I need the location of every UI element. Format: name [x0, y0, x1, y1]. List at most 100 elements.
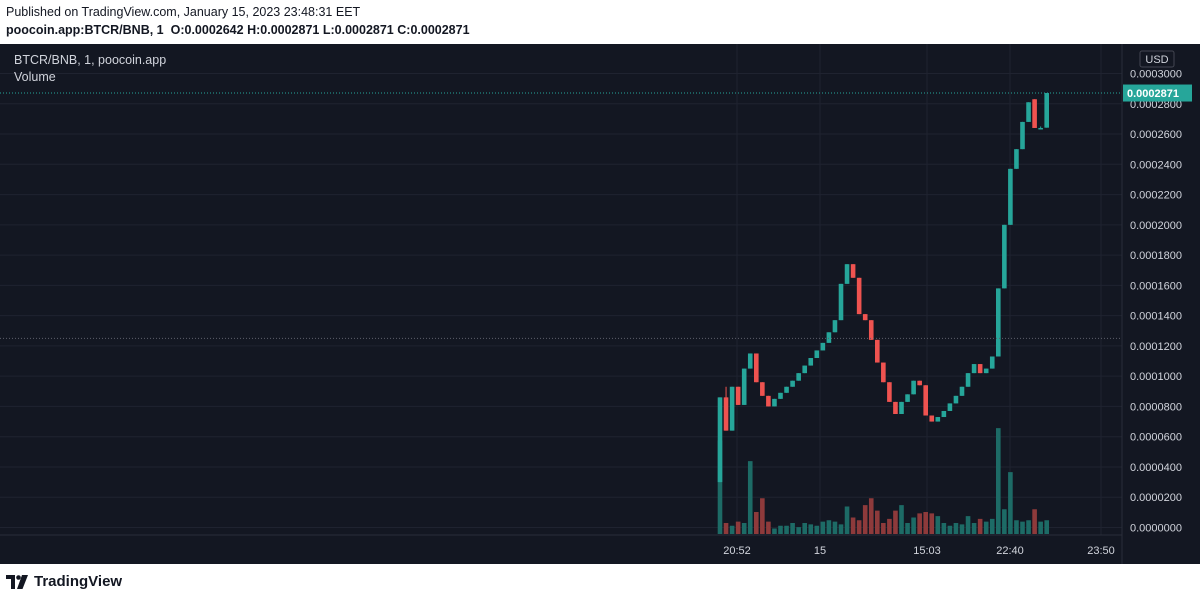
candle-body[interactable] [747, 353, 753, 369]
volume-bar [754, 512, 759, 534]
low-value: 0.0002871 [334, 23, 394, 37]
candle-body[interactable] [893, 401, 898, 414]
high-value: 0.0002871 [260, 23, 320, 37]
candle-body[interactable] [772, 398, 777, 407]
candle-body[interactable] [881, 362, 886, 383]
open-value: 0.0002642 [184, 23, 244, 37]
candle-body[interactable] [905, 394, 910, 402]
grid-lines [0, 44, 1122, 535]
candle-body[interactable] [838, 283, 844, 321]
last-price-value: 0.0002871 [1127, 88, 1179, 100]
open-label: O: [170, 23, 185, 37]
candle-body[interactable] [868, 320, 874, 340]
price-tick-label: 0.0003000 [1130, 69, 1182, 81]
candle-body[interactable] [814, 350, 820, 359]
candle-body[interactable] [1044, 93, 1049, 128]
time-tick-label: 15 [814, 545, 826, 557]
volume-bar [905, 523, 910, 534]
candle-body[interactable] [741, 368, 747, 405]
candle-body[interactable] [923, 385, 928, 416]
candle-body[interactable] [917, 380, 922, 386]
candle-body[interactable] [929, 415, 935, 422]
candle-body[interactable] [941, 410, 947, 418]
time-axis[interactable]: 20:52 15 15:03 22:40 23:50 [723, 545, 1115, 557]
volume-bar [741, 523, 747, 534]
volume-bar [735, 521, 741, 534]
price-tick-label: 0.0002200 [1130, 190, 1182, 202]
candle-body[interactable] [983, 368, 989, 374]
volume-bar [808, 524, 814, 534]
candle-body[interactable] [977, 364, 983, 374]
currency-badge[interactable]: USD [1139, 50, 1175, 68]
volume-bar [729, 525, 735, 534]
candle-body[interactable] [1014, 149, 1019, 169]
price-chart[interactable]: 0.0000000 0.0000200 0.0000400 0.0000600 0.00… [0, 44, 1200, 564]
candle-body[interactable] [965, 373, 971, 387]
volume-bar [1044, 520, 1049, 534]
candle-body[interactable] [1002, 224, 1007, 289]
candle-body[interactable] [826, 332, 832, 343]
price-tick-label: 0.0001600 [1130, 280, 1182, 292]
candle-body[interactable] [717, 397, 723, 483]
volume-bar [790, 523, 795, 534]
candle-body[interactable] [953, 395, 959, 404]
candle-body[interactable] [844, 264, 850, 284]
price-tick-label: 0.0000400 [1130, 462, 1182, 474]
candle-body[interactable] [947, 403, 953, 411]
volume-bar [826, 520, 832, 534]
price-tick-label: 0.0000200 [1130, 492, 1182, 504]
candle-body[interactable] [832, 320, 838, 333]
candle-body[interactable] [887, 382, 892, 402]
candle-body[interactable] [1032, 99, 1037, 128]
candle-body[interactable] [1038, 127, 1043, 130]
candle-body[interactable] [808, 358, 814, 366]
candle-body[interactable] [1020, 121, 1025, 150]
candle-body[interactable] [935, 417, 941, 422]
candle-body[interactable] [784, 386, 789, 393]
candles[interactable] [717, 93, 1049, 483]
candle-body[interactable] [1026, 102, 1031, 122]
volume-bar [983, 521, 989, 534]
candle-body[interactable] [1008, 168, 1013, 225]
volume-bars [717, 428, 1049, 534]
candle-body[interactable] [989, 356, 995, 369]
candle-body[interactable] [778, 392, 783, 399]
symbol-title: poocoin.app:BTCR/BNB, 1 [6, 23, 164, 37]
candle-body[interactable] [862, 314, 868, 321]
candle-body[interactable] [735, 386, 741, 405]
candle-body[interactable] [760, 382, 765, 396]
volume-bar [784, 525, 789, 534]
volume-bar [778, 525, 783, 534]
candle-body[interactable] [856, 277, 862, 315]
currency-label: USD [1145, 54, 1168, 66]
legend-volume: Volume [14, 70, 56, 84]
volume-bar [965, 516, 971, 534]
candle-body[interactable] [723, 397, 729, 431]
price-axis[interactable]: 0.0000000 0.0000200 0.0000400 0.0000600 0.00… [1130, 69, 1182, 535]
candle-body[interactable] [802, 365, 807, 374]
candle-body[interactable] [796, 373, 801, 381]
published-date: Published on TradingView.com, January 15… [6, 5, 361, 19]
candle-body[interactable] [996, 288, 1001, 357]
candle-body[interactable] [959, 386, 965, 396]
candle-body[interactable] [754, 353, 759, 383]
volume-bar [1026, 520, 1031, 534]
candle-body[interactable] [899, 401, 904, 414]
candle-body[interactable] [766, 395, 771, 407]
price-tick-label: 0.0001400 [1130, 311, 1182, 323]
last-price-tag [1123, 84, 1192, 102]
candle-body[interactable] [820, 342, 826, 351]
candle-body[interactable] [790, 380, 795, 387]
candle-body[interactable] [850, 264, 856, 278]
volume-bar [766, 521, 771, 534]
volume-bar [929, 513, 935, 534]
candle-body[interactable] [875, 339, 880, 363]
candle-body[interactable] [729, 386, 735, 431]
candle-body[interactable] [971, 364, 977, 374]
candle-body[interactable] [911, 380, 916, 395]
volume-bar [911, 517, 916, 534]
high-label: H: [247, 23, 261, 37]
time-tick-label: 22:40 [996, 545, 1024, 557]
volume-bar [1014, 520, 1019, 534]
volume-bar [1038, 521, 1043, 534]
